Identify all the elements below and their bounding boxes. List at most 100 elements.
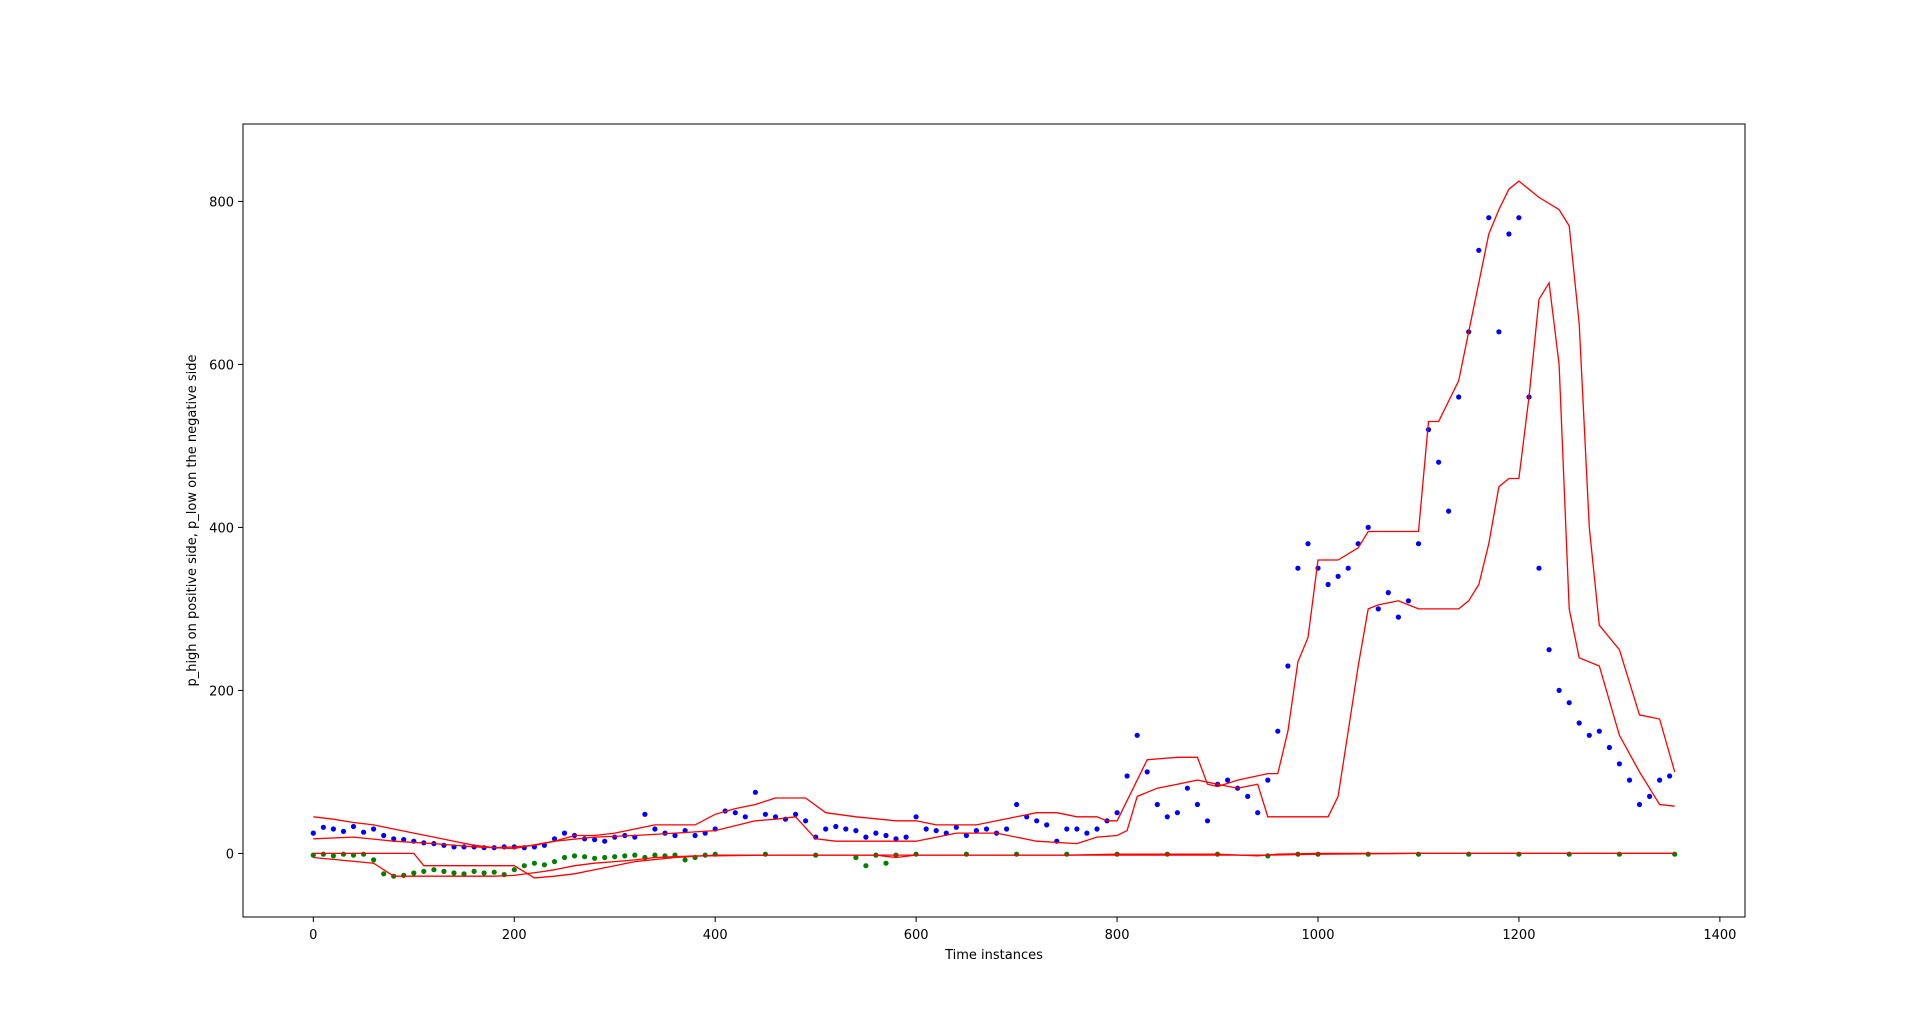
data-point <box>1014 851 1020 857</box>
data-point <box>612 834 618 840</box>
data-point <box>381 871 387 877</box>
data-point <box>1667 773 1673 779</box>
band-line-4 <box>313 852 1675 879</box>
data-point <box>371 826 377 832</box>
data-point <box>1034 818 1040 824</box>
band-line-3 <box>313 280 1675 850</box>
data-point <box>541 862 548 868</box>
data-point <box>803 818 809 824</box>
data-point <box>883 832 889 839</box>
data-point <box>521 863 527 869</box>
data-point <box>1616 761 1622 767</box>
y-tick-label: 200 <box>209 684 234 699</box>
data-point <box>1204 818 1211 824</box>
data-point <box>1506 231 1512 237</box>
data-point <box>963 832 970 839</box>
data-point <box>923 826 929 832</box>
data-point <box>1245 793 1251 800</box>
data-point <box>340 828 347 835</box>
data-point <box>1194 801 1200 808</box>
data-point <box>1672 851 1678 857</box>
data-point <box>1596 728 1602 734</box>
data-point <box>1647 793 1653 800</box>
data-point <box>1325 581 1331 588</box>
data-point <box>551 836 558 842</box>
data-point <box>893 836 899 842</box>
data-point <box>411 870 417 876</box>
data-point <box>903 834 909 840</box>
data-point <box>561 854 568 861</box>
series-layer <box>310 180 1678 879</box>
data-point <box>401 837 407 843</box>
plot-area <box>310 180 1678 879</box>
data-point <box>913 814 919 820</box>
data-point <box>772 814 779 820</box>
data-point <box>1064 826 1070 832</box>
data-point <box>1536 565 1542 571</box>
data-point <box>853 854 859 861</box>
band-line-5 <box>313 852 1675 877</box>
data-point <box>481 870 487 876</box>
data-point <box>551 859 558 865</box>
data-point <box>381 832 387 839</box>
data-point <box>310 830 316 836</box>
data-point <box>350 823 357 830</box>
data-point <box>1636 801 1643 808</box>
data-point <box>843 826 849 832</box>
data-point <box>531 860 538 866</box>
data-point <box>1275 728 1281 734</box>
data-point <box>371 857 377 863</box>
data-point <box>330 853 336 859</box>
x-tick-label: 400 <box>703 928 728 943</box>
data-point <box>1225 777 1231 783</box>
data-point <box>320 824 326 830</box>
data-point <box>340 851 347 857</box>
x-axis-label: Time instances <box>944 948 1043 963</box>
data-point <box>1184 785 1190 791</box>
x-tick-label: 800 <box>1105 928 1130 943</box>
data-point <box>983 826 990 832</box>
data-point <box>431 867 437 873</box>
data-point <box>1094 826 1100 832</box>
data-point <box>632 852 638 858</box>
data-point <box>1566 851 1572 857</box>
data-point <box>1014 801 1020 808</box>
data-point <box>391 836 397 842</box>
data-point <box>1114 810 1120 816</box>
data-point <box>1004 826 1010 832</box>
data-point <box>1084 830 1090 836</box>
band-line <box>313 852 1675 877</box>
data-point <box>963 851 970 857</box>
data-point <box>461 844 467 850</box>
data-point <box>642 811 648 817</box>
data-point <box>973 828 980 834</box>
data-point <box>1436 459 1442 465</box>
data-point <box>1345 565 1351 571</box>
data-point <box>1446 508 1452 514</box>
band-line <box>313 180 1676 849</box>
data-point <box>461 871 467 877</box>
data-point <box>762 811 769 817</box>
data-point <box>823 826 829 832</box>
data-point <box>1616 851 1622 857</box>
data-point <box>592 837 598 843</box>
data-point <box>1516 851 1522 857</box>
data-point <box>1265 777 1271 783</box>
data-point <box>571 853 578 859</box>
band-line <box>313 852 1675 879</box>
data-point <box>752 789 759 795</box>
data-point <box>1576 720 1582 726</box>
data-point <box>1305 541 1311 547</box>
data-point <box>1476 247 1482 253</box>
data-point <box>1265 853 1271 859</box>
x-tick-label: 1200 <box>1502 928 1535 943</box>
data-point <box>602 838 608 844</box>
data-point <box>511 867 517 873</box>
x-tick-label: 200 <box>502 928 527 943</box>
data-point <box>582 854 588 860</box>
data-point <box>853 828 859 834</box>
data-point <box>1335 573 1341 579</box>
data-point <box>1566 700 1572 706</box>
point-series-0 <box>310 215 1673 851</box>
data-point <box>1626 777 1633 783</box>
